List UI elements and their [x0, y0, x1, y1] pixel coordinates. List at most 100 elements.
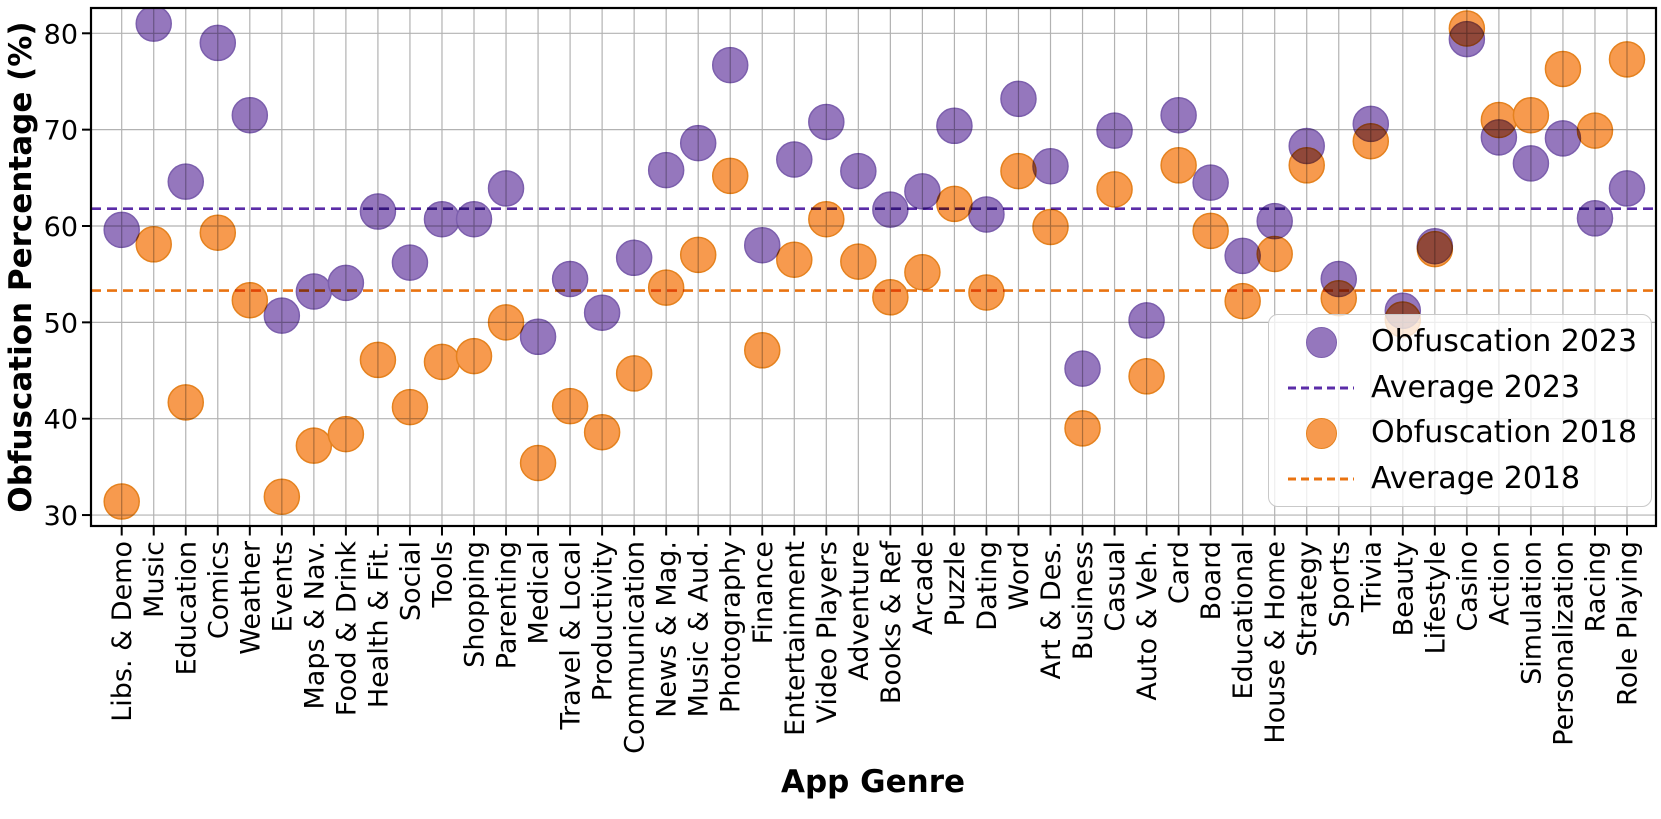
data-point: [679, 124, 717, 162]
x-tick-label: Photography: [716, 541, 747, 713]
x-tick-labels: Libs. & Demo Music Education Comics Weather E…: [107, 540, 1643, 754]
legend-item-obfuscation-2018: Obfuscation 2018: [1271, 411, 1651, 455]
data-point: [1544, 50, 1582, 88]
x-tick-label: Auto & Veh.: [1132, 541, 1163, 701]
data-point: [295, 427, 333, 464]
data-point: [423, 201, 461, 238]
data-point: [808, 103, 845, 141]
data-point: [231, 96, 269, 134]
data-point: [1160, 147, 1197, 184]
legend-item-label: Average 2018: [1371, 460, 1581, 496]
x-tick-label: House & Home: [1260, 541, 1291, 744]
data-point: [1000, 152, 1037, 190]
data-point: [1032, 208, 1069, 246]
y-tick-label: 70: [44, 116, 78, 147]
x-tick-label: Trivia: [1356, 541, 1387, 613]
data-point: [904, 173, 941, 210]
scatter-series-obfuscation-2018: [103, 10, 1646, 520]
x-tick-label: Education: [171, 541, 202, 675]
data-point: [1224, 237, 1261, 275]
data-point: [679, 236, 717, 274]
y-tick-label: 30: [44, 501, 78, 532]
x-tick-label: Health & Fit.: [363, 541, 394, 708]
data-point: [744, 332, 781, 369]
data-point: [167, 163, 205, 200]
data-point: [647, 151, 685, 189]
x-tick-label: Lifestyle: [1420, 541, 1451, 654]
x-tick-label: Card: [1164, 541, 1195, 604]
data-point: [647, 269, 685, 306]
legend-item-obfuscation-2023: Obfuscation 2023: [1271, 320, 1651, 364]
x-tick-label: Music & Aud.: [684, 541, 715, 717]
plot-border: [89, 6, 1658, 528]
dashed-line-2018-marker-icon: [1271, 476, 1371, 482]
y-tick-label: 80: [44, 19, 78, 50]
data-point: [1512, 96, 1550, 134]
data-point: [711, 157, 749, 195]
data-point: [1064, 350, 1101, 387]
data-point: [487, 304, 525, 341]
x-tick-label: Parenting: [492, 541, 523, 669]
dashed-line-2023-marker-icon: [1271, 385, 1371, 391]
data-point: [391, 388, 429, 426]
x-tick-label: Personalization: [1548, 541, 1579, 746]
data-point: [840, 243, 877, 280]
legend-item-label: Obfuscation 2023: [1371, 324, 1638, 360]
x-tick-label: Travel & Local: [556, 541, 587, 730]
data-point: [904, 253, 941, 291]
x-tick-label: Sports: [1324, 541, 1355, 628]
data-point: [711, 46, 749, 84]
x-tick-label: Arcade: [908, 541, 939, 635]
data-point: [231, 281, 269, 319]
data-point: [391, 244, 429, 281]
data-point: [167, 384, 205, 421]
data-point: [776, 141, 813, 178]
data-point: [327, 415, 365, 453]
y-tick-labels: 30 40 50 60 70 80: [44, 19, 78, 532]
legend-item-label: Average 2023: [1371, 369, 1581, 405]
data-point: [936, 107, 973, 145]
x-tick-label: Weather: [235, 540, 266, 655]
data-point: [135, 7, 172, 42]
scatter-2018-marker-icon: [1271, 417, 1371, 449]
data-point: [1352, 122, 1390, 160]
data-point: [1256, 235, 1293, 273]
data-point: [455, 201, 493, 238]
data-point: [872, 191, 909, 228]
y-axis-label: Obfuscation Percentage (%): [3, 21, 39, 513]
x-tick-label: Casino: [1452, 541, 1483, 632]
x-tick-label: News & Mag.: [652, 541, 683, 718]
x-tick-label: Business: [1068, 541, 1099, 660]
x-tick-label: Action: [1484, 541, 1515, 626]
data-point: [1576, 112, 1614, 149]
y-tick-label: 50: [44, 308, 78, 339]
x-tick-label: Art & Des.: [1036, 541, 1067, 679]
x-tick-label: Video Players: [812, 541, 843, 723]
data-point: [872, 279, 909, 316]
x-tick-label: Educational: [1228, 541, 1259, 699]
data-point: [1096, 171, 1133, 208]
x-tick-label: Board: [1196, 541, 1227, 620]
x-tick-label: Music: [139, 541, 170, 618]
scatter-2023-marker-icon: [1271, 326, 1371, 358]
data-point: [295, 273, 333, 310]
data-point: [103, 483, 140, 520]
x-tick-label: Adventure: [844, 541, 875, 681]
legend-item-label: Obfuscation 2018: [1371, 415, 1638, 451]
x-tick-label: Role Playing: [1613, 541, 1644, 706]
data-point: [936, 185, 973, 223]
data-point: [1192, 212, 1229, 250]
data-point: [263, 297, 301, 334]
data-point: [968, 196, 1005, 233]
data-point: [808, 201, 845, 238]
data-point: [1288, 147, 1325, 184]
data-point: [1320, 280, 1358, 317]
legend-item-average-2023: Average 2023: [1271, 366, 1651, 410]
data-point: [423, 343, 461, 381]
x-tick-label: Shopping: [460, 541, 491, 668]
data-point: [199, 214, 237, 251]
x-tick-label: Casual: [1100, 541, 1131, 632]
data-point: [103, 211, 140, 249]
data-point: [551, 387, 589, 425]
